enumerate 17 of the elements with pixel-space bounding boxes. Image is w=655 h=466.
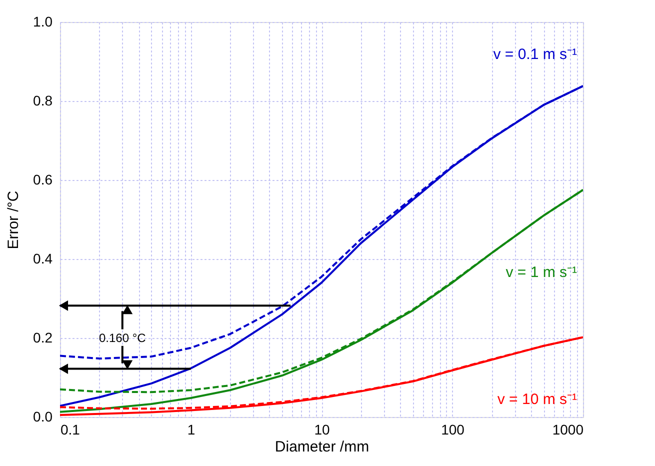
x-tick-label: 100 [441, 422, 465, 438]
annotation: 0.160 °C [98, 331, 146, 345]
x-tick-label: 10 [314, 422, 330, 438]
y-tick-label: 0.4 [33, 250, 53, 266]
y-tick-label: 0.2 [33, 330, 53, 346]
x-tick-label: 1 [187, 422, 196, 438]
annotation: v = 0.1 m s⁻¹ [493, 46, 577, 63]
annotation: v = 10 m s⁻¹ [497, 391, 577, 408]
y-tick-label: 0.0 [33, 408, 53, 424]
x-tick-label: 1000 [552, 422, 584, 438]
y-axis-title: Error /°C [5, 190, 22, 250]
x-tick-label: 0.1 [60, 422, 80, 438]
annotation: v = 1 m s⁻¹ [506, 264, 577, 281]
y-tick-label: 1.0 [33, 14, 53, 30]
x-axis-title: Diameter /mm [274, 438, 370, 456]
y-tick-label: 0.8 [33, 92, 53, 108]
y-tick-label: 0.6 [33, 172, 53, 188]
